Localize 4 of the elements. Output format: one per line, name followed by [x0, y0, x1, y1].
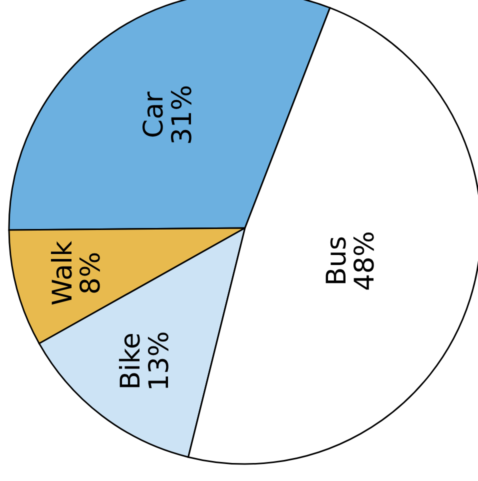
slice-label: Walk	[47, 240, 78, 306]
data-label: 8%	[76, 252, 107, 295]
slice-label: Bus	[321, 236, 352, 286]
data-label: 48%	[350, 230, 381, 291]
